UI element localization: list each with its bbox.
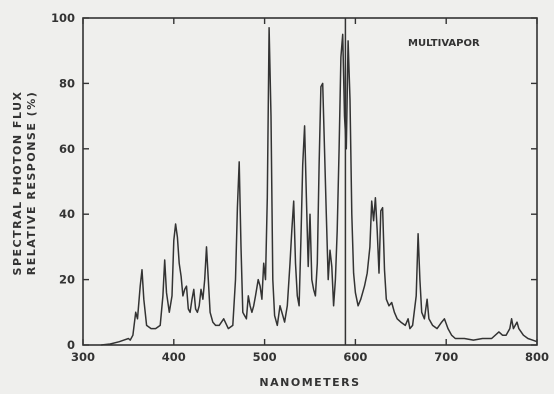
y-tick-label: 20 bbox=[59, 273, 75, 287]
y-tick-label: 0 bbox=[67, 338, 75, 352]
y-axis-title-line-1: SPECTRAL PHOTON FLUX bbox=[11, 91, 24, 276]
inset-label: MULTIVAPOR bbox=[408, 38, 480, 49]
x-tick-label: 400 bbox=[162, 350, 186, 364]
y-tick-label: 100 bbox=[51, 11, 75, 25]
y-tick-label: 40 bbox=[59, 207, 75, 221]
x-axis-title: NANOMETERS bbox=[259, 376, 360, 389]
y-axis-title-group: SPECTRAL PHOTON FLUX RELATIVE RESPONSE (… bbox=[11, 91, 38, 276]
y-tick-label: 60 bbox=[59, 142, 75, 156]
y-axis-title-line-2: RELATIVE RESPONSE (%) bbox=[25, 91, 38, 275]
x-tick-label: 300 bbox=[71, 350, 95, 364]
x-tick-label: 700 bbox=[434, 350, 458, 364]
plot-frame bbox=[82, 17, 538, 346]
series-line bbox=[101, 27, 538, 346]
x-tick-label: 600 bbox=[343, 350, 367, 364]
x-tick-label: 800 bbox=[525, 350, 549, 364]
x-tick-label: 500 bbox=[253, 350, 277, 364]
y-tick-label: 80 bbox=[59, 76, 75, 90]
